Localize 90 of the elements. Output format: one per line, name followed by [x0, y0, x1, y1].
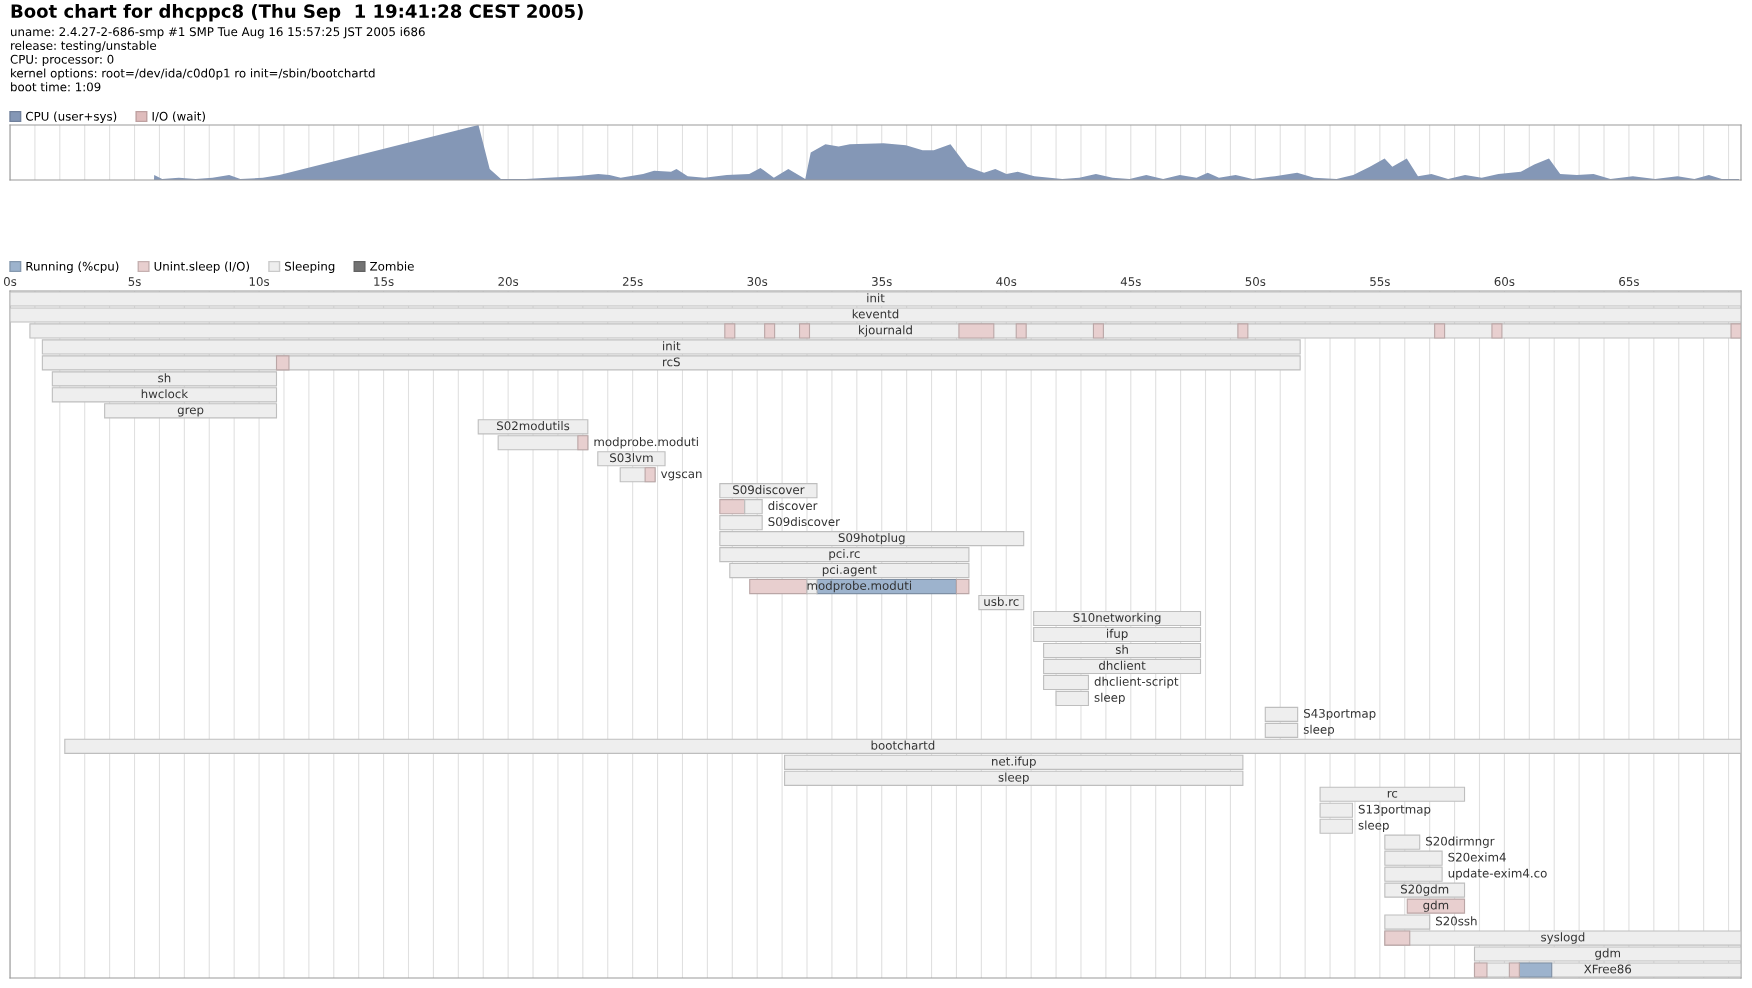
category-label: syslogd: [1541, 932, 1585, 944]
bar: [764, 323, 776, 339]
category-label: pci.rc: [829, 548, 860, 561]
bar: [719, 499, 746, 515]
category-label: sleep: [998, 772, 1029, 784]
category-label: S09discover: [768, 516, 840, 527]
bar: [749, 578, 808, 595]
category-label: sleep: [1303, 724, 1335, 737]
legend-label: Sleeping: [285, 261, 335, 273]
legend-label: Unint.sleep (I/O): [154, 261, 250, 273]
bar: [958, 323, 995, 339]
x-tick-label: 5s: [128, 277, 141, 286]
bar: [1518, 962, 1553, 978]
category-label: update-exim4.co: [1448, 868, 1547, 880]
x-tick-label: 0s: [3, 277, 17, 286]
category-label: S09hotplug: [838, 532, 905, 545]
x-tick-label: 35s: [872, 277, 892, 286]
bar: [1730, 323, 1741, 339]
category-label: S10networking: [1073, 612, 1161, 625]
category-label: grep: [177, 407, 204, 417]
x-tick-label: 55s: [1370, 277, 1390, 286]
bar: [1434, 323, 1446, 339]
x-tick-label: 50s: [1245, 277, 1266, 286]
bar: [1491, 323, 1503, 339]
x-tick-label: 20s: [498, 277, 519, 286]
x-tick-label: 15s: [374, 277, 394, 286]
legend-label: Zombie: [370, 261, 414, 271]
category-label: S43portmap: [1304, 708, 1376, 721]
text: boot time: 1:09: [11, 82, 101, 92]
bar: [1508, 962, 1520, 978]
bar: [955, 578, 970, 595]
category-label: sleep: [1094, 692, 1125, 705]
category-label: usb.rc: [984, 596, 1019, 606]
category-label: kjournald: [859, 325, 912, 337]
category-label: vgscan: [660, 471, 702, 481]
x-tick-label: 30s: [747, 277, 768, 286]
legend-label: I/O (wait): [152, 111, 205, 123]
legend-label: Running (%cpu): [26, 261, 119, 273]
category-label: net.ifup: [992, 756, 1036, 769]
bar: [577, 435, 589, 451]
category-label: modprobe.moduti: [807, 580, 912, 593]
category-label: pci.agent: [822, 564, 877, 577]
bar: [1237, 323, 1249, 339]
x-tick-label: 65s: [1619, 277, 1639, 286]
x-tick-label: 60s: [1494, 277, 1515, 286]
category-label: discover: [768, 500, 818, 511]
category-label: rc: [1387, 790, 1398, 798]
bar: [1406, 898, 1466, 914]
category-label: gdm: [1595, 948, 1620, 960]
bar: [1092, 323, 1104, 339]
bar: [1015, 323, 1027, 339]
bar: [1473, 962, 1488, 978]
category-label: dhclient-script: [1094, 676, 1179, 689]
category-label: bootchartd: [871, 740, 935, 750]
category-label: sleep: [1358, 820, 1389, 832]
text: uname: 2.4.27-2-686-smp #1 SMP Tue Aug 16 15:57:25 JST 2005 i686: [11, 27, 425, 39]
category-label: rcS: [663, 357, 680, 367]
category-label: S20gdm: [1400, 884, 1449, 896]
text: kernel options: root=/dev/ida/c0d0p1 ro init=/sbin/bootchartd: [11, 68, 375, 80]
category-label: sh: [158, 373, 171, 383]
bar: [1384, 930, 1411, 946]
category-label: XFree86: [1584, 964, 1632, 974]
category-label: S13portmap: [1358, 804, 1431, 816]
category-label: S20ssh: [1436, 916, 1477, 926]
legend-label: CPU (user+sys): [26, 111, 117, 123]
x-tick-label: 25s: [622, 277, 643, 286]
category-label: hwclock: [141, 389, 189, 399]
text: release: testing/unstable: [11, 40, 157, 53]
category-label: init: [867, 293, 885, 303]
category-label: S20exim4: [1448, 852, 1506, 862]
x-tick-label: 40s: [996, 277, 1017, 286]
bar: [724, 323, 736, 339]
category-label: modprobe.moduti: [594, 437, 698, 449]
bar: [275, 355, 290, 371]
category-label: S09discover: [733, 485, 805, 495]
category-label: S02modutils: [497, 421, 570, 431]
category-label: gdm: [1423, 900, 1449, 912]
x-tick-label: 10s: [249, 277, 270, 286]
text: CPU: processor: 0: [10, 54, 114, 67]
chart-title: Boot chart for dhcppc8 (Thu Sep 1 19:41:28 CEST 2005): [11, 4, 583, 22]
x-tick-label: 45s: [1120, 277, 1141, 286]
category-label: init: [663, 341, 681, 351]
category-label: sh: [1115, 644, 1128, 654]
bar: [798, 323, 811, 339]
category-label: dhclient: [1099, 660, 1146, 670]
category-label: ifup: [1107, 628, 1128, 641]
category-label: S03lvm: [610, 453, 653, 463]
category-label: keventd: [852, 309, 899, 319]
category-label: S20dirmngr: [1426, 836, 1495, 848]
bar: [644, 467, 656, 483]
